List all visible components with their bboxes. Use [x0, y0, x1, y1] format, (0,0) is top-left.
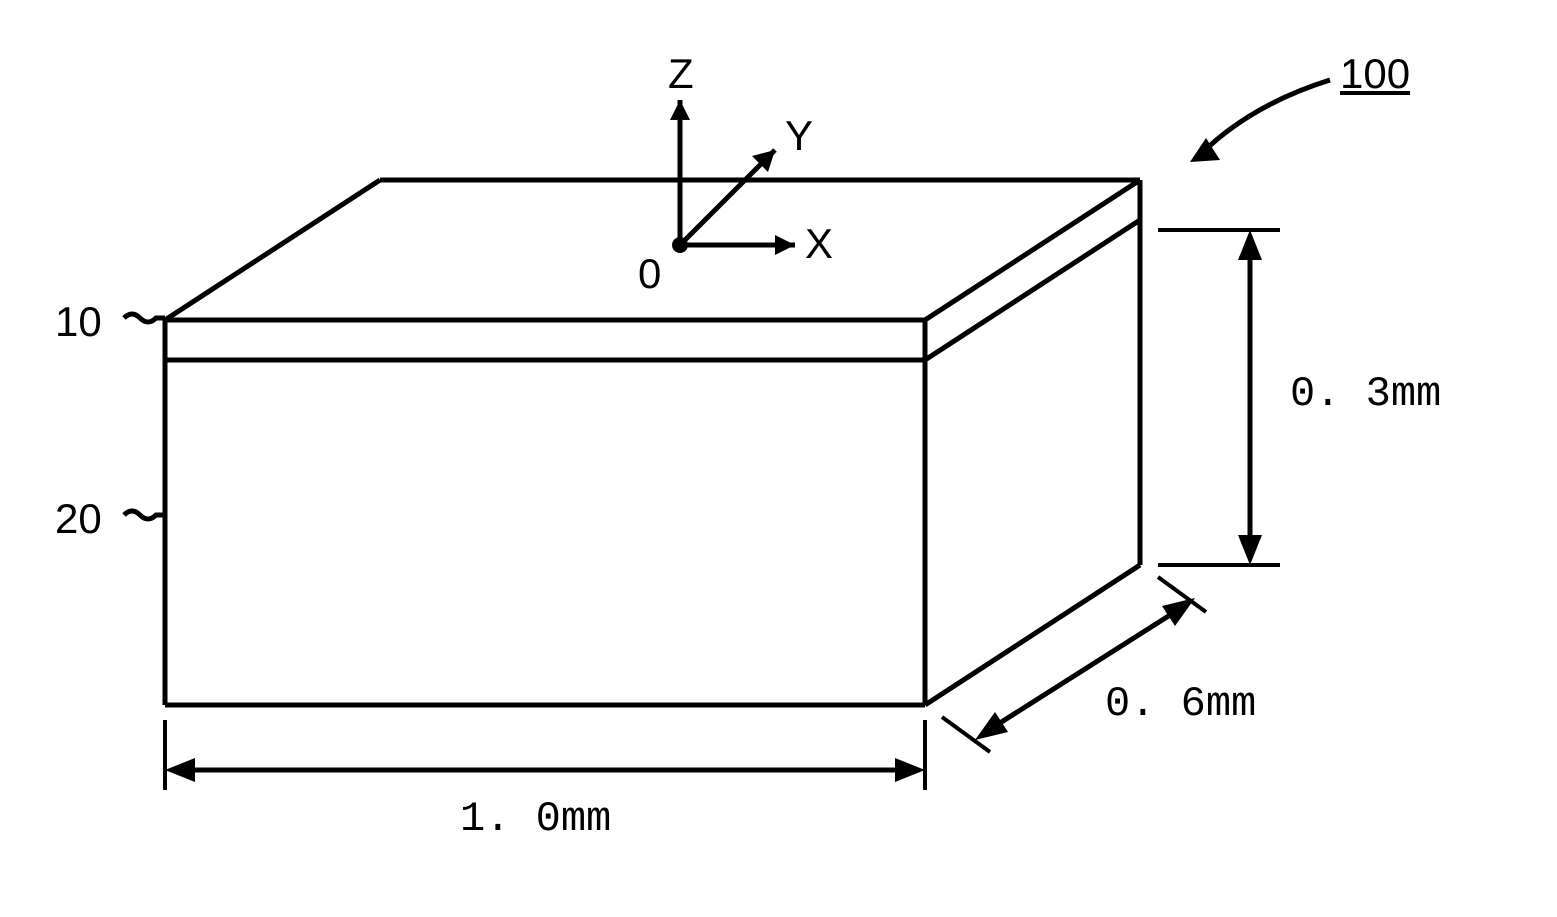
x-axis-arrow: [775, 235, 795, 255]
z-axis-label: Z: [668, 50, 694, 98]
depth-arrow-front: [975, 712, 1008, 740]
origin-label: 0: [638, 250, 661, 298]
height-arrow-bot: [1238, 535, 1262, 565]
ref-label-100: 100: [1340, 50, 1410, 98]
layer-label-10: 10: [55, 298, 102, 346]
y-axis-label: Y: [785, 112, 813, 160]
lead-line-10: [124, 314, 165, 322]
diagram-container: 10 20 100 X Y Z 0 1. 0mm 0. 6mm 0. 3mm: [20, 20, 1557, 897]
height-arrow-top: [1238, 230, 1262, 260]
x-axis-label: X: [805, 220, 833, 268]
ref-arrow-100: [1200, 80, 1330, 155]
lead-line-20: [124, 511, 165, 519]
height-label: 0. 3mm: [1290, 370, 1441, 418]
width-arrow-left: [165, 758, 195, 782]
layer-split-right: [925, 220, 1140, 360]
top-left-slant: [165, 180, 380, 320]
width-label: 1. 0mm: [460, 795, 611, 843]
depth-arrow-back: [1162, 598, 1195, 626]
layer-label-20: 20: [55, 495, 102, 543]
width-arrow-right: [895, 758, 925, 782]
depth-label: 0. 6mm: [1105, 680, 1256, 728]
z-axis-arrow: [670, 100, 690, 120]
top-right-slant: [925, 180, 1140, 320]
